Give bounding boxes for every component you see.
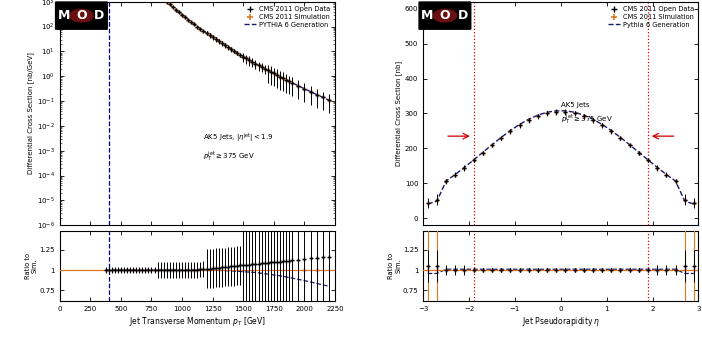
Text: O: O (439, 9, 450, 22)
Legend: CMS 2011 Open Data, CMS 2011 Simulation, Pythia 6 Generation: CMS 2011 Open Data, CMS 2011 Simulation,… (607, 5, 695, 29)
Circle shape (69, 10, 93, 22)
Y-axis label: Ratio to
Sim.: Ratio to Sim. (25, 253, 38, 279)
Text: D: D (94, 9, 105, 22)
FancyBboxPatch shape (418, 1, 472, 30)
Circle shape (433, 10, 456, 22)
X-axis label: Jet Pseudorapidity $\eta$: Jet Pseudorapidity $\eta$ (522, 314, 600, 327)
Y-axis label: Ratio to
Sim.: Ratio to Sim. (388, 253, 402, 279)
Text: M: M (421, 9, 433, 22)
Text: D: D (458, 9, 468, 22)
Y-axis label: Differential Cross Section [nb]: Differential Cross Section [nb] (395, 61, 402, 166)
Text: AK5 Jets, $|\eta^{\rm jet}| < 1.9$
$p_T^{\rm jet} \geq 375$ GeV: AK5 Jets, $|\eta^{\rm jet}| < 1.9$ $p_T^… (203, 131, 273, 163)
Y-axis label: Differential Cross Section [nb/GeV]: Differential Cross Section [nb/GeV] (27, 52, 34, 174)
FancyBboxPatch shape (55, 1, 108, 30)
Text: AK5 Jets
$p_T^{\rm jet} \geq 375$ GeV: AK5 Jets $p_T^{\rm jet} \geq 375$ GeV (561, 102, 613, 126)
Legend: CMS 2011 Open Data, CMS 2011 Simulation, PYTHIA 6 Generation: CMS 2011 Open Data, CMS 2011 Simulation,… (243, 5, 331, 29)
Text: O: O (76, 9, 87, 22)
Text: M: M (58, 9, 70, 22)
X-axis label: Jet Transverse Momentum $p_T$ [GeV]: Jet Transverse Momentum $p_T$ [GeV] (128, 314, 266, 327)
